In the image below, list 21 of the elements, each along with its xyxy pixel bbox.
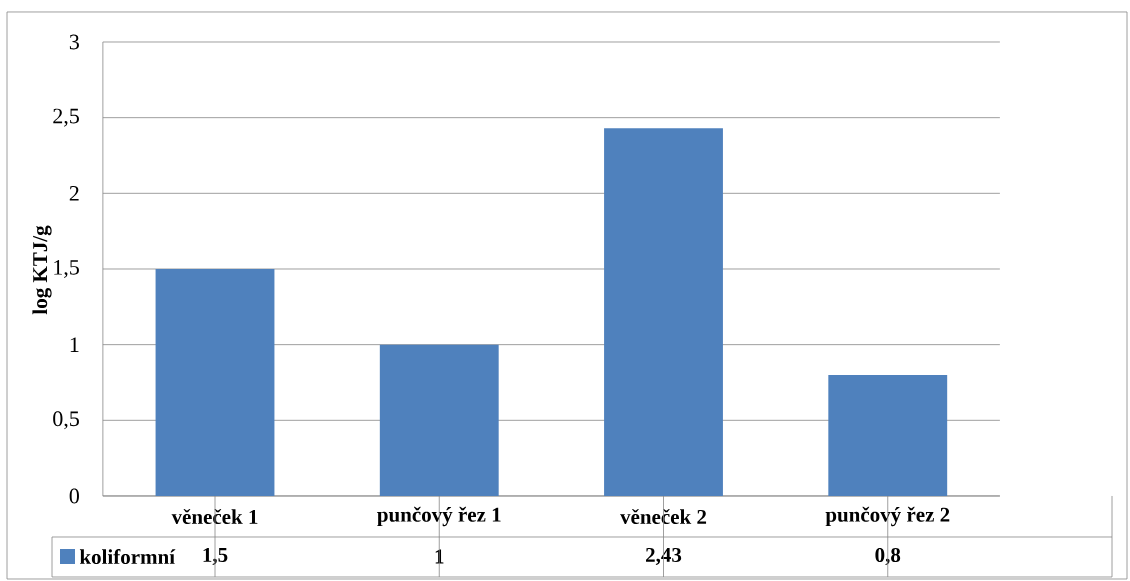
bar [604,128,723,496]
x-tick-label: věneček 1 [171,508,258,524]
legend-label: koliformní [79,549,176,565]
data-label: 1,5 [203,547,228,566]
x-tick-label: věneček 2 [620,508,707,524]
y-tick-label: 2 [69,186,79,201]
x-tick-label: punčový řez 1 [377,506,501,527]
x-tick-label: punčový řez 2 [825,506,950,527]
y-axis-title: log KTJ/g [32,225,52,315]
y-tick-label: 2,5 [53,108,79,127]
y-tick-label: 1 [70,337,79,352]
data-label: 2,43 [646,547,682,566]
y-tick-label: 3 [69,34,79,50]
y-tick-label: 1,5 [54,260,79,278]
y-tick-label: 0 [69,488,79,504]
y-tick-label: 0,5 [53,411,79,430]
bar [828,374,948,496]
bar [379,344,499,496]
data-label: 0,8 [875,547,901,566]
bar [155,268,275,496]
data-label: 1 [435,549,444,564]
